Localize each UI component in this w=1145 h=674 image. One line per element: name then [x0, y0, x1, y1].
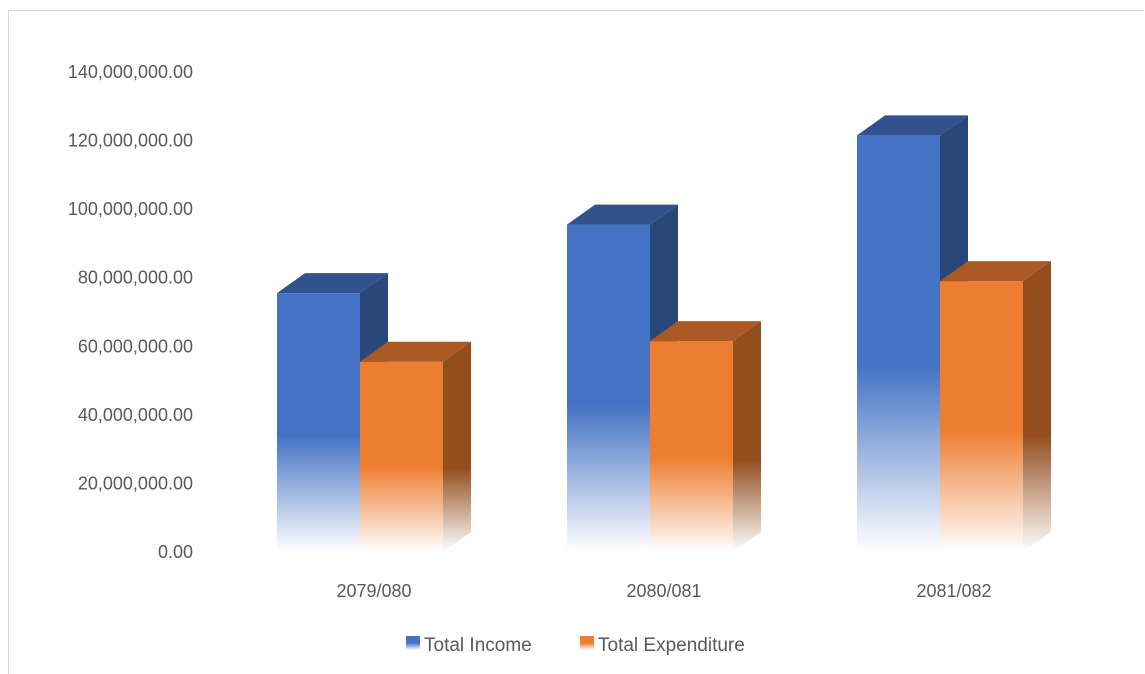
legend-label: Total Income	[424, 635, 532, 656]
x-tick-label: 2081/082	[916, 581, 991, 601]
bar-top-face	[360, 341, 471, 362]
bar-top-face	[567, 204, 678, 225]
y-tick-label: 40,000,000.00	[78, 405, 193, 425]
legend-label: Total Expenditure	[598, 635, 745, 656]
bar-total-expenditure-0	[360, 341, 471, 552]
bar-side-face	[1023, 261, 1051, 552]
y-tick-label: 80,000,000.00	[78, 268, 193, 288]
bar-side-face	[733, 321, 761, 552]
y-axis-ticks: 0.00 20,000,000.00 40,000,000.00 60,000,000…	[68, 62, 193, 562]
x-axis-ticks: 2079/080 2080/081 2081/082	[336, 581, 991, 601]
bar-side-face	[443, 341, 471, 552]
x-tick-label: 2080/081	[626, 581, 701, 601]
legend-swatch	[406, 636, 420, 650]
bar-front-face	[277, 293, 360, 552]
legend-item-total-expenditure: Total Expenditure	[580, 635, 745, 656]
y-tick-label: 140,000,000.00	[68, 62, 193, 82]
bar-top-face	[857, 115, 968, 136]
chart-frame	[8, 10, 1144, 674]
bars	[277, 115, 1051, 553]
legend: Total Income Total Expenditure	[406, 635, 745, 656]
bar-top-face	[277, 273, 388, 294]
bar-front-face	[360, 361, 443, 552]
bar-top-face	[940, 261, 1051, 282]
bar-front-face	[650, 341, 733, 552]
bar-total-expenditure-2	[940, 261, 1051, 552]
y-tick-label: 120,000,000.00	[68, 131, 193, 151]
y-tick-label: 20,000,000.00	[78, 473, 193, 493]
bar-front-face	[940, 281, 1023, 552]
legend-swatch	[580, 636, 594, 650]
y-tick-label: 60,000,000.00	[78, 336, 193, 356]
bar-front-face	[857, 135, 940, 552]
bar-front-face	[567, 224, 650, 553]
y-tick-label: 100,000,000.00	[68, 199, 193, 219]
y-tick-label: 0.00	[158, 542, 193, 562]
bar-top-face	[650, 321, 761, 342]
legend-item-total-income: Total Income	[406, 635, 532, 656]
bar-total-expenditure-1	[650, 321, 761, 552]
x-tick-label: 2079/080	[336, 581, 411, 601]
